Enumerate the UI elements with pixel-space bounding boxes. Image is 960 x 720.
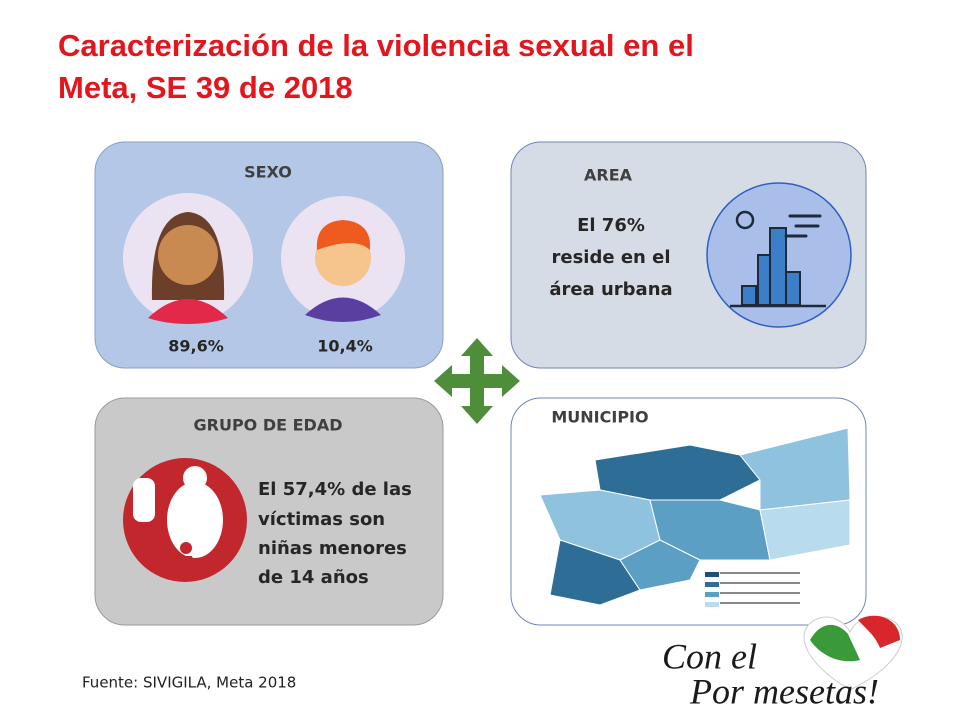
female-body — [148, 299, 228, 324]
panel-heading: AREA — [584, 166, 633, 185]
male-hair — [316, 220, 371, 250]
sun — [735, 210, 755, 230]
title-line: Caracterización de la violencia sexual e… — [58, 28, 694, 63]
map-legend — [705, 572, 800, 607]
area-text: área urbana — [549, 279, 672, 300]
area-text: El 76% — [577, 215, 645, 236]
abuse-figure — [133, 466, 223, 570]
panel-heading: SEXO — [244, 163, 292, 182]
city-buildings — [741, 227, 801, 306]
map — [539, 427, 851, 606]
clouds — [784, 214, 822, 238]
female-face — [158, 225, 218, 285]
age-text: El 57,4% de las — [258, 479, 412, 500]
male-percent: 10,4% — [317, 337, 373, 356]
arrows-icon — [434, 338, 520, 424]
male-body — [305, 297, 381, 322]
source: Fuente: SIVIGILA, Meta 2018 — [82, 674, 296, 692]
age-text: de 14 años — [258, 567, 369, 588]
panel-heading: GRUPO DE EDAD — [194, 416, 343, 435]
logo-heart — [803, 615, 903, 691]
area-text: reside en el — [552, 247, 671, 268]
logo-text: Con el — [662, 636, 757, 676]
age-text: víctimas son — [258, 509, 385, 530]
age-text: niñas menores — [258, 538, 407, 559]
title-line: Meta, SE 39 de 2018 — [58, 70, 353, 105]
female-percent: 89,6% — [168, 337, 224, 356]
logo-text: Por mesetas! — [689, 671, 879, 711]
panel-heading: MUNICIPIO — [551, 408, 648, 427]
